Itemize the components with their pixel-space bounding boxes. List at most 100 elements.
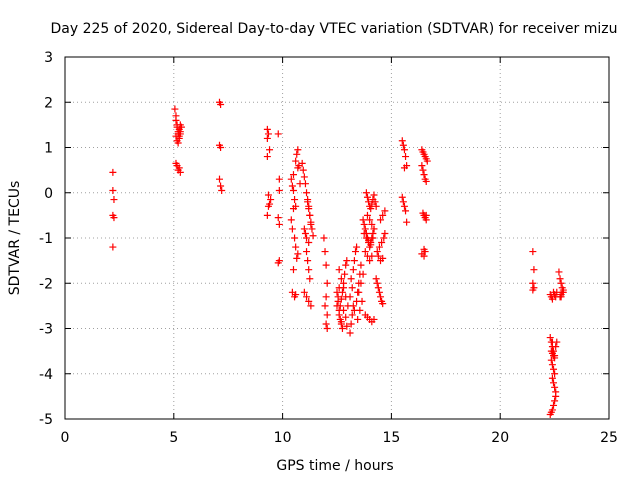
data-point: [335, 266, 343, 274]
data-point: [420, 171, 428, 179]
x-tick-label: 0: [61, 430, 70, 446]
data-point: [370, 315, 378, 323]
data-point: [373, 279, 381, 287]
data-point: [294, 250, 302, 258]
grid-lines: [65, 57, 609, 419]
data-point: [548, 374, 556, 382]
data-point: [323, 279, 331, 287]
data-point: [422, 211, 430, 219]
data-point: [346, 293, 354, 301]
data-point: [368, 252, 376, 260]
data-point: [264, 130, 272, 138]
data-point: [293, 254, 301, 262]
data-point: [343, 257, 351, 265]
data-point: [293, 150, 301, 158]
x-tick-label: 10: [274, 430, 292, 446]
data-point: [323, 311, 331, 319]
data-point: [264, 191, 272, 199]
data-point: [529, 286, 537, 294]
data-point: [263, 211, 271, 219]
data-point: [321, 302, 329, 310]
chart-title: Day 225 of 2020, Sidereal Day-to-day VTE…: [51, 21, 618, 37]
data-point: [379, 254, 387, 262]
y-tick-label: -3: [39, 322, 53, 338]
data-point: [263, 134, 271, 142]
data-point: [322, 261, 330, 269]
data-point: [338, 288, 346, 296]
data-point: [373, 248, 381, 256]
data-point: [337, 275, 345, 283]
data-point: [274, 214, 282, 222]
data-point: [367, 205, 375, 213]
data-point: [551, 370, 559, 378]
data-point: [400, 146, 408, 154]
y-tick-label: -5: [39, 412, 53, 428]
data-point: [291, 293, 299, 301]
data-point: [377, 293, 385, 301]
data-point: [350, 257, 358, 265]
data-point: [292, 157, 300, 165]
data-point: [288, 225, 296, 233]
data-point: [379, 300, 387, 308]
data-point: [356, 306, 364, 314]
data-point: [548, 361, 556, 369]
data-point: [367, 241, 375, 249]
data-point: [551, 354, 559, 362]
data-point: [304, 198, 312, 206]
data-point: [287, 216, 295, 224]
data-point: [307, 218, 315, 226]
data-point: [355, 288, 363, 296]
data-point: [400, 202, 408, 210]
data-point: [275, 220, 283, 228]
data-point: [342, 261, 350, 269]
data-point: [529, 279, 537, 287]
data-point: [309, 232, 317, 240]
data-point: [307, 302, 315, 310]
data-point: [548, 338, 556, 346]
y-tick-label: -2: [39, 276, 53, 292]
data-point: [369, 234, 377, 242]
data-point: [306, 275, 314, 283]
data-point: [349, 302, 357, 310]
data-point: [374, 284, 382, 292]
y-tick-label: 2: [44, 95, 53, 111]
data-point: [303, 248, 311, 256]
data-point: [368, 220, 376, 228]
data-point: [305, 239, 313, 247]
data-point: [398, 193, 406, 201]
data-point: [300, 288, 308, 296]
x-tick-label: 15: [382, 430, 400, 446]
x-axis-label: GPS time / hours: [276, 458, 393, 474]
data-point: [530, 266, 538, 274]
data-point: [289, 205, 297, 213]
data-point: [360, 229, 368, 237]
data-point: [552, 343, 560, 351]
data-point: [301, 180, 309, 188]
data-point: [172, 159, 180, 167]
data-point: [359, 216, 367, 224]
data-point: [366, 257, 374, 265]
data-point: [398, 137, 406, 145]
data-point: [298, 159, 306, 167]
data-point: [322, 320, 330, 328]
data-point: [371, 198, 379, 206]
data-point: [304, 257, 312, 265]
data-point: [323, 325, 331, 332]
data-point: [176, 128, 184, 136]
data-point: [557, 293, 565, 301]
data-points: [109, 98, 567, 418]
data-point: [370, 225, 378, 233]
x-tick-label: 25: [600, 430, 618, 446]
data-point: [217, 182, 225, 190]
data-point: [175, 134, 183, 142]
data-point: [343, 322, 351, 330]
x-tick-label: 5: [169, 430, 178, 446]
data-point: [340, 306, 348, 314]
data-point: [303, 189, 311, 197]
data-point: [402, 207, 410, 215]
data-point: [217, 101, 225, 109]
data-point: [551, 397, 559, 405]
y-tick-label: 3: [44, 50, 53, 66]
data-point: [357, 279, 365, 287]
data-point: [289, 171, 297, 179]
